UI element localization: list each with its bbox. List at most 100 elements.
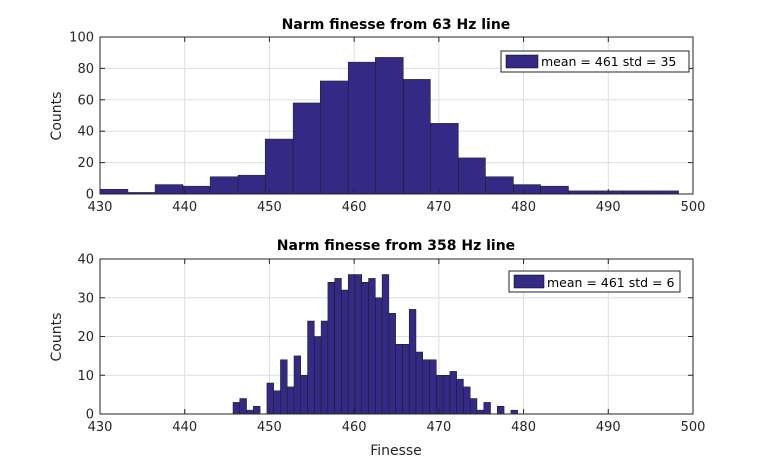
histogram-bar xyxy=(361,282,369,415)
x-tick-label: 440 xyxy=(172,420,197,435)
x-tick-label: 440 xyxy=(172,200,197,215)
histogram-bar xyxy=(483,402,491,415)
histogram-bar xyxy=(408,309,417,415)
histogram-bar xyxy=(388,313,396,415)
histogram-bar xyxy=(368,278,376,415)
histogram-bar xyxy=(456,378,464,415)
histogram-bar xyxy=(293,355,302,415)
histogram-bar xyxy=(395,344,403,415)
x-tick-label: 490 xyxy=(596,200,621,215)
histogram-bar xyxy=(154,184,184,195)
histogram-63hz: 430 440 450 460 470 480 490 500 0 20 40 60 80 100 Na… xyxy=(49,17,705,215)
histogram-bar xyxy=(273,390,281,415)
histogram-bar xyxy=(320,320,329,415)
x-tick-label: 450 xyxy=(257,200,282,215)
histogram-bar xyxy=(292,102,321,195)
histogram-bar xyxy=(314,336,322,415)
x-tick-label: 490 xyxy=(596,420,621,435)
histogram-bar xyxy=(403,79,431,195)
histogram-358hz: 430 440 450 460 470 480 490 500 0 10 20 30 40 Narm … xyxy=(49,238,705,459)
histogram-bar xyxy=(99,189,129,195)
histogram-bar xyxy=(485,176,514,195)
histogram-bar xyxy=(476,409,485,415)
legend-box xyxy=(500,50,690,73)
x-tick-label: 480 xyxy=(511,200,536,215)
x-tick-label: 450 xyxy=(257,420,282,435)
y-tick-labels: 0 20 40 60 80 100 xyxy=(69,31,94,203)
histogram-bar xyxy=(458,157,486,195)
histogram-bar xyxy=(286,386,295,415)
x-tick-label: 470 xyxy=(426,420,451,435)
x-tick-label: 500 xyxy=(681,420,706,435)
histogram-bar xyxy=(280,359,288,415)
histogram-bar xyxy=(442,375,451,415)
x-tick-label: 480 xyxy=(511,420,536,435)
y-tick-labels: 0 10 20 30 40 xyxy=(77,253,94,423)
histogram-bar xyxy=(430,123,459,195)
chart-title: Narm finesse from 63 Hz line xyxy=(282,17,511,33)
histogram-bar xyxy=(436,375,444,415)
axes-box xyxy=(99,36,694,195)
chart-title: Narm finesse from 358 Hz line xyxy=(277,238,515,254)
bars xyxy=(99,57,679,195)
x-tick-label: 430 xyxy=(88,420,113,435)
y-axis-label: Counts xyxy=(49,92,65,141)
legend-label: mean = 461 std = 35 xyxy=(541,54,676,69)
bars xyxy=(232,274,518,415)
histogram-bar xyxy=(209,176,239,195)
histogram-bar xyxy=(264,138,294,195)
y-axis-label: Counts xyxy=(49,313,65,362)
histogram-bar xyxy=(347,61,376,195)
legend: mean = 461 std = 35 xyxy=(500,50,690,73)
x-tick-label: 500 xyxy=(681,200,706,215)
histogram-bar xyxy=(513,184,541,195)
x-tick-label: 430 xyxy=(88,200,113,215)
histogram-bar xyxy=(239,398,247,415)
histogram-bar xyxy=(402,344,410,415)
histogram-bar xyxy=(307,320,315,415)
histogram-bar xyxy=(540,185,569,195)
x-tick-label: 460 xyxy=(342,200,367,215)
y-tick-label: 40 xyxy=(77,253,94,268)
histogram-bar xyxy=(320,80,349,195)
legend: mean = 461 std = 6 xyxy=(508,270,681,293)
y-tick-label: 20 xyxy=(77,330,94,345)
x-tick-labels: 430 440 450 460 470 480 490 500 xyxy=(88,200,706,215)
histogram-bar xyxy=(182,185,211,195)
histogram-bar xyxy=(497,406,505,415)
histogram-bar xyxy=(381,274,390,415)
histogram-bar xyxy=(347,274,356,415)
y-tick-label: 0 xyxy=(86,408,94,423)
histogram-bar xyxy=(510,409,518,415)
legend-swatch xyxy=(505,54,539,69)
histogram-bar xyxy=(327,282,335,415)
x-tick-label: 460 xyxy=(342,420,367,435)
histogram-bar xyxy=(375,57,404,195)
histogram-bar xyxy=(237,174,266,195)
y-tick-label: 40 xyxy=(77,125,94,140)
x-tick-label: 470 xyxy=(426,200,451,215)
histogram-bar xyxy=(449,371,457,415)
legend-box xyxy=(508,270,681,293)
y-tick-label: 30 xyxy=(77,291,94,306)
histogram-bar xyxy=(429,359,437,415)
histogram-bar xyxy=(232,402,241,415)
legend-label: mean = 461 std = 6 xyxy=(547,275,674,290)
histogram-bar xyxy=(375,297,383,415)
histogram-bar xyxy=(300,375,308,415)
histogram-bar xyxy=(246,409,254,415)
histogram-bar xyxy=(469,398,478,415)
histogram-bar xyxy=(334,278,342,415)
y-tick-label: 10 xyxy=(77,369,94,384)
y-tick-label: 20 xyxy=(77,156,94,171)
histogram-bar xyxy=(354,274,363,415)
histogram-bar xyxy=(463,386,471,415)
y-tick-label: 80 xyxy=(77,62,94,77)
x-tick-labels: 430 440 450 460 470 480 490 500 xyxy=(88,420,706,435)
x-axis-label: Finesse xyxy=(370,443,422,459)
histogram-bar xyxy=(253,406,261,415)
y-tick-label: 60 xyxy=(77,93,94,108)
legend-swatch xyxy=(513,274,545,289)
y-tick-label: 0 xyxy=(86,188,94,203)
